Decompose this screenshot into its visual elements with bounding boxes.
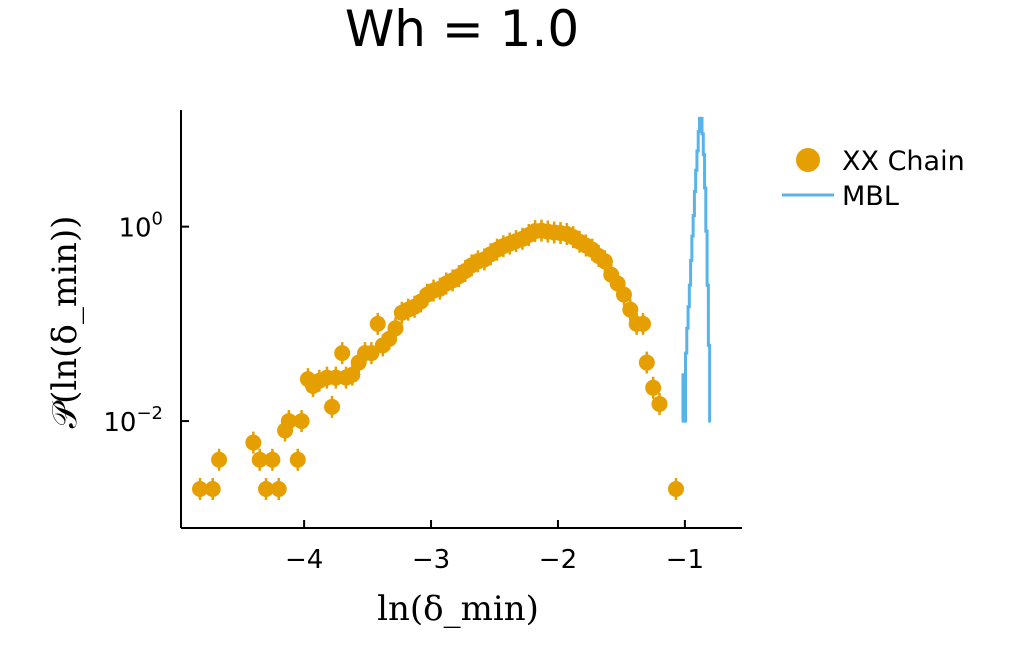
xx-chain-point [635,312,651,335]
xx-chain-point [289,448,306,471]
xx-chain-point [204,478,221,501]
data-marker [324,398,341,415]
data-marker [635,315,651,332]
data-marker [264,451,281,468]
y-tick-exponent: 0 [152,209,163,230]
xx-chain-point [615,283,632,306]
xx-chain-point [245,431,262,454]
data-marker [270,481,287,498]
y-axis-label: 𝒫(ln(δ_min)) [45,216,85,429]
xx-chain-point [334,342,351,365]
data-marker [638,354,655,371]
data-marker [289,451,306,468]
y-tick-base: 10 [118,214,151,244]
data-marker [344,366,361,383]
data-marker [251,451,268,468]
data-marker [615,286,632,303]
y-tick-exponent: −2 [136,403,163,424]
data-marker [369,315,386,332]
data-marker [651,395,668,412]
y-tick-label: 10−2 [103,403,163,438]
xx-chain-point [387,317,404,340]
data-marker [334,345,351,362]
xx-chain-point [258,478,275,501]
x-ticks: −4 −3 −2 −1 [285,520,704,575]
legend-marker-xx-chain [796,148,820,172]
data-marker [387,320,404,337]
x-axis-label: ln(δ_min) [377,589,539,629]
y-tick-label: 100 [118,209,163,244]
xx-chain-point [638,351,655,374]
data-marker [258,481,275,498]
xx-chain-point [192,478,209,501]
data-marker [204,481,221,498]
data-marker [245,434,262,451]
data-marker [622,301,639,318]
data-marker [645,379,662,396]
xx-chain-point [293,410,310,433]
xx-chain-point [280,410,297,433]
data-marker [192,481,209,498]
x-tick-label: −1 [666,545,704,575]
y-tick-base: 10 [103,408,136,438]
data-marker [596,253,613,270]
xx-chain-point [596,250,613,273]
xx-chain-point [251,448,268,471]
data-marker [363,345,380,362]
x-tick-label: −4 [285,545,323,575]
xx-chain-point [651,392,668,415]
xx-chain-point [270,478,287,501]
xx-chain-point [369,312,386,335]
chart-title: Wh = 1.0 [345,0,579,58]
mbl-series [681,116,712,423]
legend: XX Chain MBL [782,146,965,212]
xx-chain-point [622,298,639,321]
xx-chain-series [192,219,684,501]
data-marker [280,413,297,430]
xx-chain-point [668,478,684,501]
data-marker [668,481,684,498]
xx-chain-point [264,448,281,471]
x-tick-label: −2 [539,545,577,575]
xx-chain-point [645,376,662,399]
y-axis-label-text: 𝒫(ln(δ_min)) [45,216,85,429]
x-tick-label: −3 [412,545,450,575]
data-marker [211,451,228,468]
legend-label-xx-chain: XX Chain [842,146,965,177]
xx-chain-point [324,395,341,418]
axes [180,110,742,529]
x-axis-label-text: ln(δ_min) [377,589,539,629]
xx-chain-point [211,448,228,471]
mbl-step-line [681,116,712,423]
xx-chain-point [363,342,380,365]
legend-label-mbl: MBL [842,181,899,212]
data-marker [293,413,310,430]
